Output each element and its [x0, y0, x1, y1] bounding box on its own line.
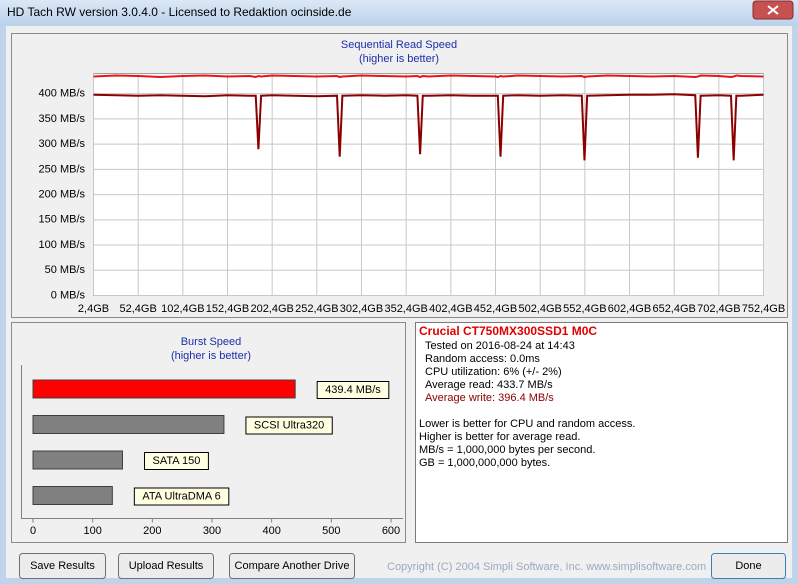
x-tick-label: 2,4GB — [78, 303, 109, 315]
bar-label-box — [316, 381, 390, 399]
close-icon — [767, 5, 779, 15]
bar-label: SCSI Ultra320 — [254, 419, 324, 431]
copyright: Copyright (C) 2004 Simpli Software, Inc.… — [387, 561, 706, 573]
button-label: Save Results — [30, 560, 95, 572]
read-plot-area — [93, 73, 764, 296]
y-tick-label: 100 MB/s — [39, 239, 86, 251]
bar-label-box — [133, 487, 230, 506]
speed-line — [93, 74, 764, 79]
x-tick-label: 202,4GB — [250, 303, 293, 315]
x-tick-label: 702,4GB — [697, 303, 740, 315]
info-note: Higher is better for average read. — [419, 431, 580, 443]
drive-name: Crucial CT750MX300SSD1 M0C — [419, 324, 597, 338]
button-face — [711, 553, 786, 579]
info-note: Lower is better for CPU and random acces… — [419, 418, 635, 430]
button-face — [229, 553, 355, 579]
y-tick-label: 200 MB/s — [39, 188, 86, 200]
x-tick-label: 502,4GB — [518, 303, 561, 315]
y-tick-label: 0 MB/s — [51, 289, 86, 301]
info-line: Average write: 396.4 MB/s — [425, 392, 554, 404]
info-panel — [415, 322, 788, 543]
chart-title: Sequential Read Speed — [341, 39, 457, 51]
x-tick-label: 0 — [30, 525, 36, 537]
x-tick-label: 252,4GB — [295, 303, 338, 315]
button-face — [118, 553, 214, 579]
bar-label-box — [245, 416, 333, 435]
window-title: HD Tach RW version 3.0.4.0 - Licensed to… — [7, 5, 352, 19]
bar — [32, 379, 296, 399]
info-line: Average read: 433.7 MB/s — [425, 379, 553, 391]
burst-plot-frame — [21, 365, 403, 519]
title-bar — [0, 0, 798, 26]
x-tick-label: 552,4GB — [563, 303, 606, 315]
x-tick-label: 52,4GB — [120, 303, 157, 315]
x-tick-label: 352,4GB — [384, 303, 427, 315]
x-tick-label: 100 — [83, 525, 101, 537]
button[interactable]: Upload Results — [118, 553, 214, 579]
y-tick-label: 400 MB/s — [39, 88, 86, 100]
x-tick-label: 300 — [203, 525, 221, 537]
bar-label: ATA UltraDMA 6 — [142, 490, 220, 502]
button-face — [19, 553, 106, 579]
x-tick-label: 452,4GB — [474, 303, 517, 315]
x-tick-label: 402,4GB — [429, 303, 472, 315]
x-tick-label: 152,4GB — [206, 303, 249, 315]
y-tick-label: 150 MB/s — [39, 214, 86, 226]
bar-label: 439.4 MB/s — [325, 384, 381, 396]
bar-label: SATA 150 — [153, 455, 201, 467]
info-line: Random access: 0.0ms — [425, 353, 540, 365]
x-tick-label: 102,4GB — [161, 303, 204, 315]
button[interactable]: Done — [711, 553, 786, 579]
chart-subtitle: (higher is better) — [171, 350, 251, 362]
bar — [32, 486, 113, 505]
bar-label-box — [144, 452, 209, 470]
y-tick-label: 250 MB/s — [39, 163, 86, 175]
x-tick-label: 652,4GB — [652, 303, 695, 315]
x-tick-label: 302,4GB — [340, 303, 383, 315]
x-tick-label: 200 — [143, 525, 161, 537]
y-tick-label: 300 MB/s — [39, 138, 86, 150]
info-note: GB = 1,000,000,000 bytes. — [419, 457, 550, 469]
x-tick-label: 600 — [382, 525, 400, 537]
x-tick-label: 400 — [262, 525, 280, 537]
y-tick-label: 350 MB/s — [39, 113, 86, 125]
speed-line — [93, 93, 764, 161]
button[interactable]: Compare Another Drive — [229, 553, 355, 579]
info-line: Tested on 2016-08-24 at 14:43 — [425, 340, 575, 352]
button-label: Done — [735, 560, 761, 572]
info-line: CPU utilization: 6% (+/- 2%) — [425, 366, 562, 378]
chart-subtitle: (higher is better) — [359, 53, 439, 65]
x-tick-label: 500 — [322, 525, 340, 537]
x-tick-label: 602,4GB — [608, 303, 651, 315]
button[interactable]: Save Results — [19, 553, 106, 579]
chart-title: Burst Speed — [181, 336, 242, 348]
x-tick-label: 752,4GB — [742, 303, 785, 315]
bar — [32, 450, 123, 470]
button-label: Upload Results — [129, 560, 204, 572]
bar — [32, 415, 225, 434]
y-tick-label: 50 MB/s — [45, 264, 86, 276]
button-label: Compare Another Drive — [235, 560, 350, 572]
info-note: MB/s = 1,000,000 bytes per second. — [419, 444, 595, 456]
